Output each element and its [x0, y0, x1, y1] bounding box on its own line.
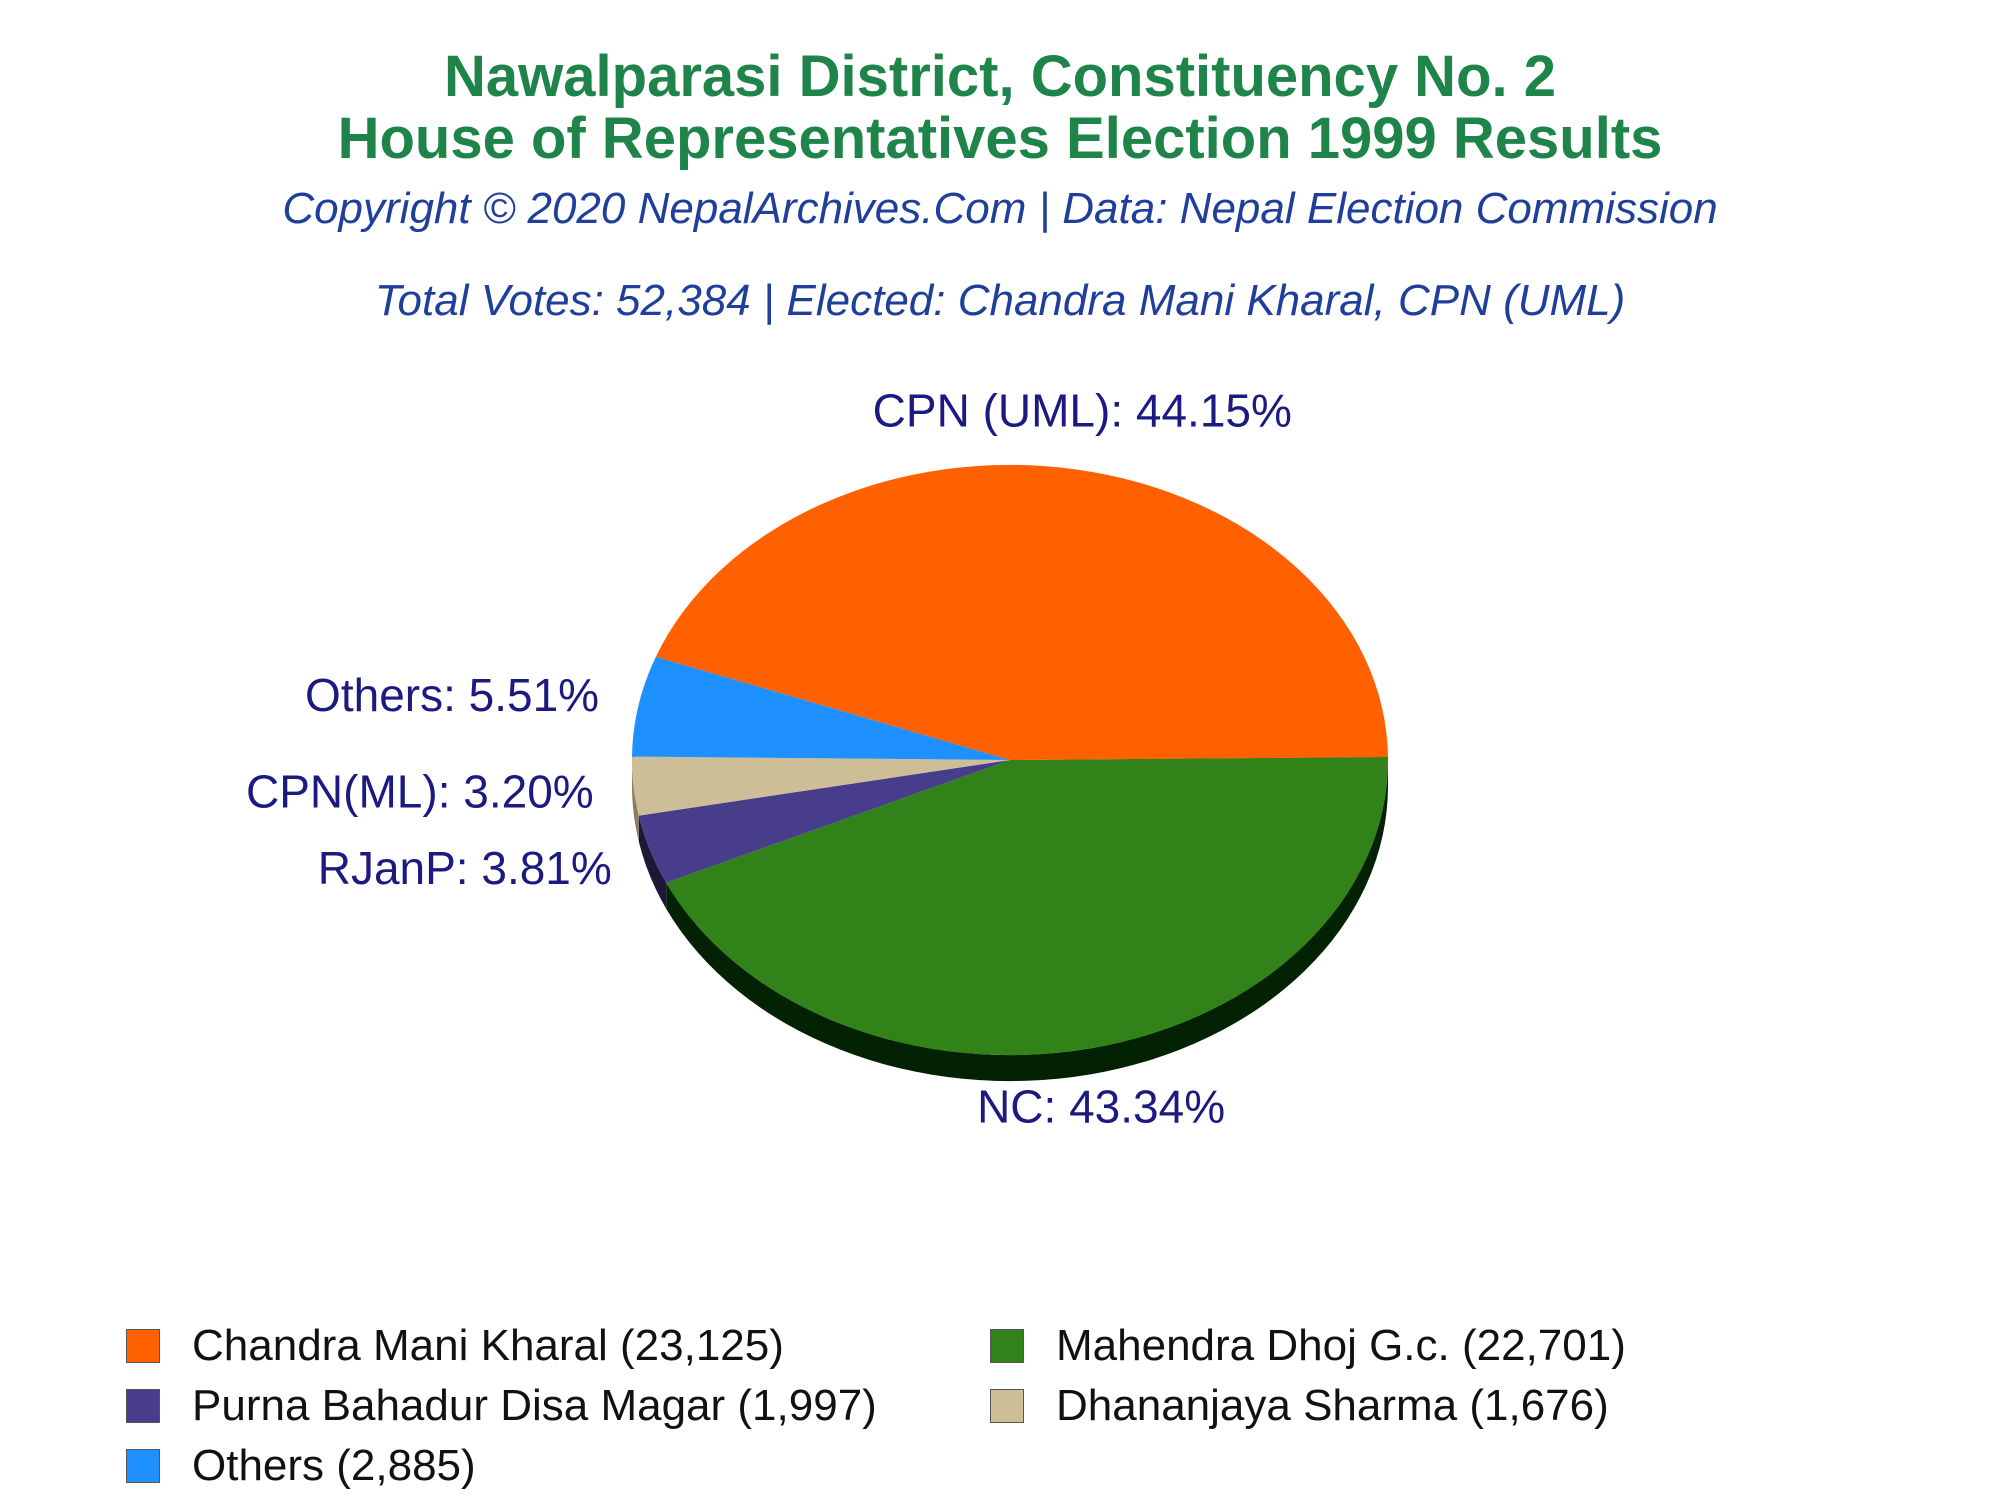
slice-label-4: CPN (UML): 44.15% — [873, 384, 1292, 436]
copyright-note: Copyright © 2020 NepalArchives.Com | Dat… — [282, 184, 1718, 233]
legend-swatch — [990, 1389, 1024, 1423]
slice-label-2: CPN(ML): 3.20% — [246, 766, 594, 818]
legend-swatch — [126, 1329, 160, 1363]
legend-label: Purna Bahadur Disa Magar (1,997) — [192, 1381, 877, 1430]
legend-label: Dhananjaya Sharma (1,676) — [1056, 1381, 1609, 1430]
slice-side-2 — [632, 760, 639, 842]
legend-item: Dhananjaya Sharma (1,676) — [990, 1380, 1609, 1432]
slice-side-1 — [638, 815, 667, 909]
pie-slice-4 — [655, 464, 1388, 760]
slice-label-3: Others: 5.51% — [305, 669, 599, 721]
legend-label: Others (2,885) — [192, 1441, 476, 1490]
pie-slice-1 — [638, 760, 1010, 883]
summary-line: Total Votes: 52,384 | Elected: Chandra M… — [374, 276, 1626, 325]
chart-title-line2: House of Representatives Election 1999 R… — [337, 106, 1663, 171]
legend-swatch — [126, 1449, 160, 1483]
pie-slice-3 — [632, 656, 1010, 760]
legend-label: Mahendra Dhoj G.c. (22,701) — [1056, 1321, 1626, 1370]
legend-item: Chandra Mani Kharal (23,125) — [126, 1320, 784, 1372]
legend-item: Others (2,885) — [126, 1440, 476, 1492]
legend-label: Chandra Mani Kharal (23,125) — [192, 1321, 784, 1370]
legend-swatch — [990, 1329, 1024, 1363]
pie-slice-2 — [631, 756, 1010, 816]
legend-swatch — [126, 1389, 160, 1423]
pie-slice-0 — [666, 756, 1389, 1056]
slice-label-0: NC: 43.34% — [977, 1081, 1225, 1133]
pie-chart: NC: 43.34% RJanP: 3.81% CPN(ML): 3.20% Othe… — [246, 384, 1389, 1133]
chart-title-line1: Nawalparasi District, Constituency No. 2 — [444, 44, 1556, 109]
legend-item: Purna Bahadur Disa Magar (1,997) — [126, 1380, 877, 1432]
slice-label-1: RJanP: 3.81% — [318, 842, 612, 894]
legend-item: Mahendra Dhoj G.c. (22,701) — [990, 1320, 1626, 1372]
